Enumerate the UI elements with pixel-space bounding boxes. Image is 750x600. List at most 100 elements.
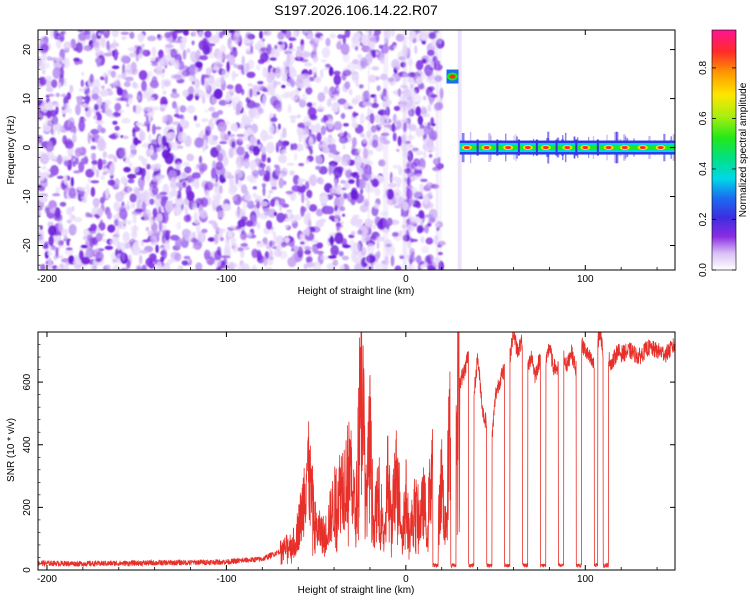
heatmap-noise-cell xyxy=(149,198,155,205)
heatmap-noise-cell xyxy=(412,93,422,105)
heatmap-noise-cell xyxy=(339,135,348,144)
heatmap-noise-cell xyxy=(85,183,91,195)
heatmap-noise-cell xyxy=(354,219,363,228)
heatmap-streak xyxy=(404,30,408,270)
heatmap-noise-cell xyxy=(228,30,235,34)
heatmap-noise-cell xyxy=(342,244,351,249)
heatmap-noise-cell xyxy=(99,30,105,35)
heatmap-noise-cell xyxy=(100,175,106,181)
heatmap-noise-cell xyxy=(161,149,170,159)
heatmap-noise-cell xyxy=(437,240,446,246)
heatmap-noise-cell xyxy=(105,187,110,200)
heatmap-noise-cell xyxy=(113,156,118,163)
heatmap-streak xyxy=(385,30,388,270)
snr-xtick-label: 0 xyxy=(403,574,409,585)
colorbar-gradient xyxy=(711,29,737,271)
heatmap-streak xyxy=(402,30,405,270)
heatmap-noise-cell xyxy=(376,250,381,259)
heatmap-noise-cell xyxy=(146,123,150,133)
heatmap-noise-cell xyxy=(176,123,182,136)
heatmap-noise-cell xyxy=(365,198,369,207)
heatmap-noise-cell xyxy=(275,199,279,207)
snr-xtick-label: -200 xyxy=(37,574,57,585)
heatmap-noise-cell xyxy=(287,78,293,83)
heatmap-noise-cell xyxy=(352,111,357,118)
heatmap-noise-cell xyxy=(174,59,180,70)
heatmap-noise-cell xyxy=(62,135,68,145)
heatmap-noise-cell xyxy=(374,203,380,209)
heatmap-noise-cell xyxy=(329,235,334,247)
heatmap-noise-cell xyxy=(112,264,120,270)
heatmap-noise-cell xyxy=(251,102,261,108)
heatmap-noise-cell xyxy=(176,221,182,230)
heatmap-noise-cell xyxy=(127,220,132,226)
heatmap-noise-cell xyxy=(75,104,81,116)
heatmap-noise-cell xyxy=(275,66,282,79)
heatmap-noise-cell xyxy=(267,157,271,163)
heatmap-noise-cell xyxy=(430,117,435,127)
heatmap-noise-cell xyxy=(210,122,215,130)
heatmap-noise-cell xyxy=(251,169,259,177)
colorbar-tick-label: 0.8 xyxy=(698,61,709,75)
heatmap-noise-cell xyxy=(219,184,223,195)
heatmap-noise-cell xyxy=(312,54,319,63)
heatmap-noise-cell xyxy=(351,97,359,105)
heatmap-noise-cell xyxy=(186,48,191,54)
heatmap-noise-cell xyxy=(367,35,377,47)
heatmap-noise-cell xyxy=(86,234,93,241)
heatmap-noise-cell xyxy=(42,244,49,250)
heatmap-noise-cell xyxy=(241,216,248,222)
heatmap-noise-cell xyxy=(131,229,138,239)
heatmap-noise-cell xyxy=(359,57,368,69)
heatmap-noise-cell xyxy=(170,48,178,59)
heatmap-noise-cell xyxy=(114,102,122,112)
heatmap-noise-cell xyxy=(122,135,129,140)
heatmap-noise-cell xyxy=(52,193,61,197)
heatmap-noise-cell xyxy=(323,67,331,71)
carrier-pulse-core xyxy=(542,145,549,150)
heatmap-noise-cell xyxy=(204,78,213,83)
heatmap-noise-cell xyxy=(357,178,367,189)
heatmap-noise-cell xyxy=(305,256,313,264)
heatmap-noise-cell xyxy=(93,115,98,120)
heatmap-noise-cell xyxy=(141,43,145,48)
heatmap-frame xyxy=(37,29,676,271)
heatmap-noise-cell xyxy=(421,58,427,64)
heatmap-noise-cell xyxy=(307,261,316,268)
heatmap-noise-cell xyxy=(395,33,405,42)
heatmap-noise-cell xyxy=(114,98,121,102)
heatmap-noise-cell xyxy=(249,135,256,146)
heatmap-noise-cell xyxy=(58,221,64,232)
heatmap-noise-cell xyxy=(55,247,59,258)
heatmap-noise-cell xyxy=(83,155,89,165)
heatmap-noise-cell xyxy=(327,255,337,259)
carrier-gap xyxy=(535,139,538,156)
heatmap-noise-cell xyxy=(423,122,427,126)
heatmap-noise-cell xyxy=(191,40,195,46)
heatmap-noise-cell xyxy=(273,232,277,241)
heatmap-noise-cell xyxy=(235,208,245,219)
heatmap-noise-cell xyxy=(95,169,100,178)
heatmap-noise-cell xyxy=(60,228,69,236)
heatmap-noise-cell xyxy=(218,31,224,39)
heatmap-noise-cell xyxy=(257,79,262,91)
heatmap-noise-cell xyxy=(338,250,344,257)
heatmap-noise-cell xyxy=(91,93,99,100)
heatmap-noise-cell xyxy=(49,30,54,40)
heatmap-noise-cell xyxy=(172,101,177,109)
heatmap-noise-cell xyxy=(352,59,360,65)
heatmap-noise-cell xyxy=(183,255,191,260)
heatmap-noise-cell xyxy=(428,31,437,40)
heatmap-noise-cell xyxy=(328,97,338,101)
heatmap-noise-cell xyxy=(246,127,253,136)
heatmap-noise-cell xyxy=(301,92,307,102)
heatmap-noise-cell xyxy=(163,79,172,88)
heatmap-noise-cell xyxy=(237,136,247,142)
heatmap-noise-cell xyxy=(45,75,53,81)
carrier-gap xyxy=(476,139,479,156)
heatmap-noise-cell xyxy=(170,234,180,241)
heatmap-noise-cell xyxy=(57,82,62,89)
snr-series-line xyxy=(38,332,675,569)
heatmap-noise-cell xyxy=(72,257,81,265)
heatmap-noise-cell xyxy=(184,166,192,174)
